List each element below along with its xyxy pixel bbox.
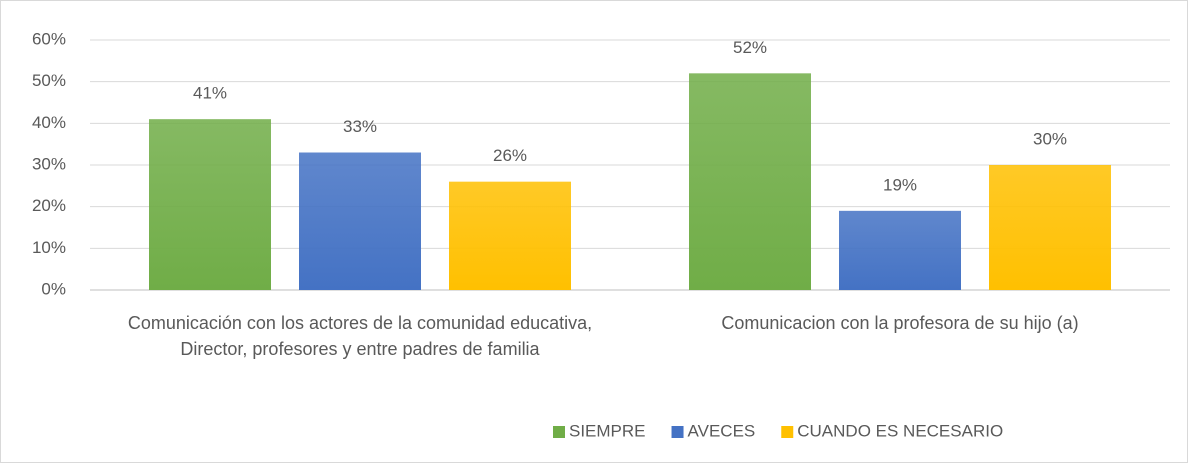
bar bbox=[299, 152, 421, 290]
legend-label: CUANDO ES NECESARIO bbox=[797, 421, 1003, 440]
data-label: 30% bbox=[1033, 129, 1067, 148]
data-label: 26% bbox=[493, 146, 527, 165]
data-label: 41% bbox=[193, 84, 227, 103]
bar bbox=[689, 73, 811, 290]
data-label: 52% bbox=[733, 38, 767, 57]
y-tick-label: 60% bbox=[32, 29, 66, 48]
bar bbox=[839, 210, 961, 290]
y-tick-label: 20% bbox=[32, 196, 66, 215]
y-tick-label: 40% bbox=[32, 113, 66, 132]
y-tick-label: 0% bbox=[41, 279, 66, 298]
x-tick-label: Comunicación con los actores de la comun… bbox=[127, 313, 593, 359]
legend-swatch bbox=[671, 426, 684, 438]
legend-swatch bbox=[781, 426, 794, 438]
x-tick-label: Comunicacion con la profesora de su hijo… bbox=[721, 313, 1079, 333]
legend-label: AVECES bbox=[688, 421, 756, 440]
y-tick-label: 50% bbox=[32, 71, 66, 90]
y-tick-label: 10% bbox=[32, 238, 66, 257]
data-label: 19% bbox=[883, 175, 917, 194]
data-label: 33% bbox=[343, 117, 377, 136]
y-tick-label: 30% bbox=[32, 154, 66, 173]
legend-swatch bbox=[553, 426, 565, 438]
bar bbox=[989, 165, 1111, 290]
legend-label: SIEMPRE bbox=[569, 421, 646, 440]
bar bbox=[449, 181, 571, 290]
bar bbox=[149, 119, 271, 291]
